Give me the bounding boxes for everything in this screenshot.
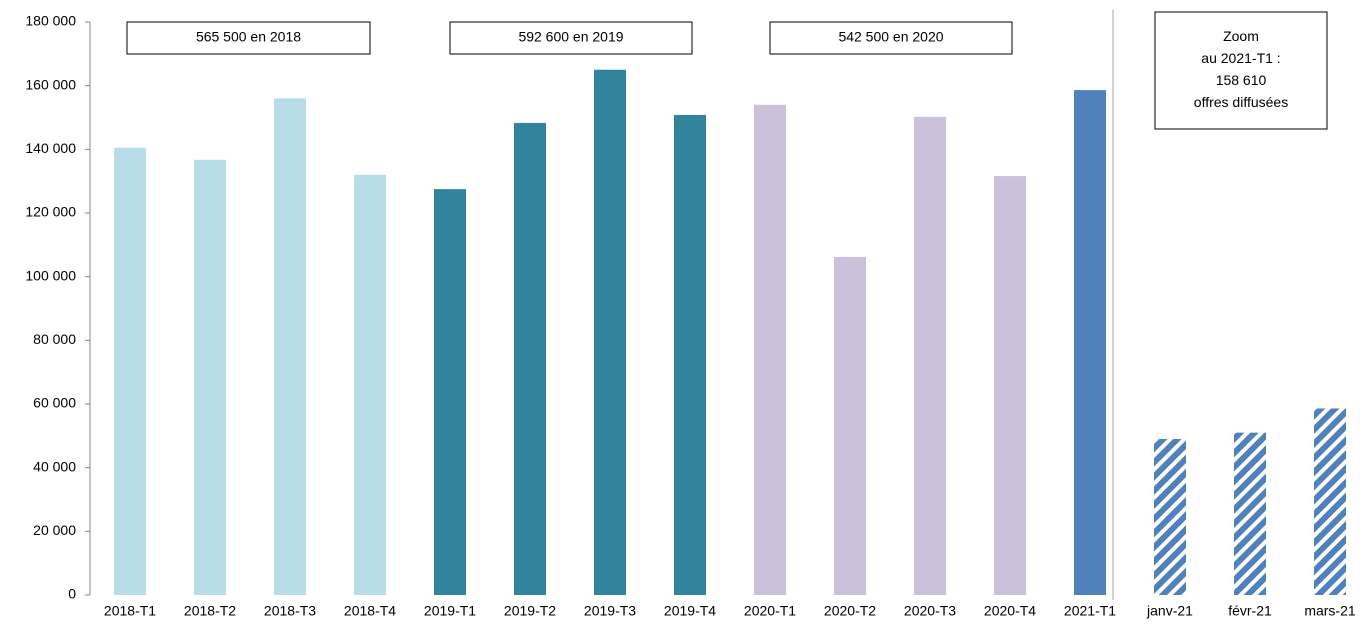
bar: [914, 116, 946, 595]
bar: [674, 114, 706, 595]
bar: [514, 122, 546, 595]
annotation-box: [126, 21, 371, 55]
annotation-text: Zoom: [1223, 28, 1259, 44]
bar: [594, 69, 626, 595]
y-tick-label: 20 000: [33, 522, 76, 538]
bar: [194, 159, 226, 596]
bar: [354, 174, 386, 596]
y-tick-label: 0: [68, 586, 76, 602]
x-tick-label: 2018-T1: [104, 603, 156, 619]
bar: [1154, 439, 1186, 595]
x-tick-label: 2020-T4: [984, 603, 1036, 619]
y-tick-label: 180 000: [25, 13, 76, 29]
bar: [1234, 432, 1266, 595]
y-tick-label: 160 000: [25, 76, 76, 92]
bar: [1074, 90, 1106, 596]
annotation-text: offres diffusées: [1194, 94, 1288, 110]
annotation-box: [769, 21, 1013, 55]
x-tick-label: 2019-T3: [584, 603, 636, 619]
bar: [114, 147, 146, 595]
bar: [274, 98, 306, 596]
bar: [434, 189, 466, 595]
y-tick-label: 80 000: [33, 331, 76, 347]
annotation-text: 542 500 en 2020: [838, 29, 943, 45]
bar: [754, 104, 786, 596]
y-tick-label: 140 000: [25, 140, 76, 156]
annotation-text: 565 500 en 2018: [196, 29, 301, 45]
x-tick-label: mars-21: [1304, 603, 1356, 619]
bar: [834, 256, 866, 595]
x-tick-label: févr-21: [1228, 603, 1272, 619]
annotation-text: 158 610: [1216, 72, 1267, 88]
y-tick-label: 40 000: [33, 458, 76, 474]
annotation-box: [1154, 11, 1328, 130]
y-tick-label: 60 000: [33, 395, 76, 411]
x-tick-label: 2018-T4: [344, 603, 396, 619]
bar: [1314, 408, 1346, 595]
x-tick-label: 2019-T4: [664, 603, 716, 619]
x-tick-label: 2019-T2: [504, 603, 556, 619]
x-tick-label: 2020-T2: [824, 603, 876, 619]
x-tick-label: 2018-T3: [264, 603, 316, 619]
x-tick-label: 2021-T1: [1064, 603, 1116, 619]
x-tick-label: 2020-T3: [904, 603, 956, 619]
x-tick-label: janv-21: [1146, 603, 1193, 619]
annotation-text: 592 600 en 2019: [518, 29, 623, 45]
x-tick-label: 2020-T1: [744, 603, 796, 619]
x-tick-label: 2018-T2: [184, 603, 236, 619]
x-tick-label: 2019-T1: [424, 603, 476, 619]
y-tick-label: 100 000: [25, 267, 76, 283]
annotation-text: au 2021-T1 :: [1201, 50, 1280, 66]
annotation-box: [449, 21, 693, 55]
y-tick-label: 120 000: [25, 204, 76, 220]
bar: [994, 176, 1026, 595]
